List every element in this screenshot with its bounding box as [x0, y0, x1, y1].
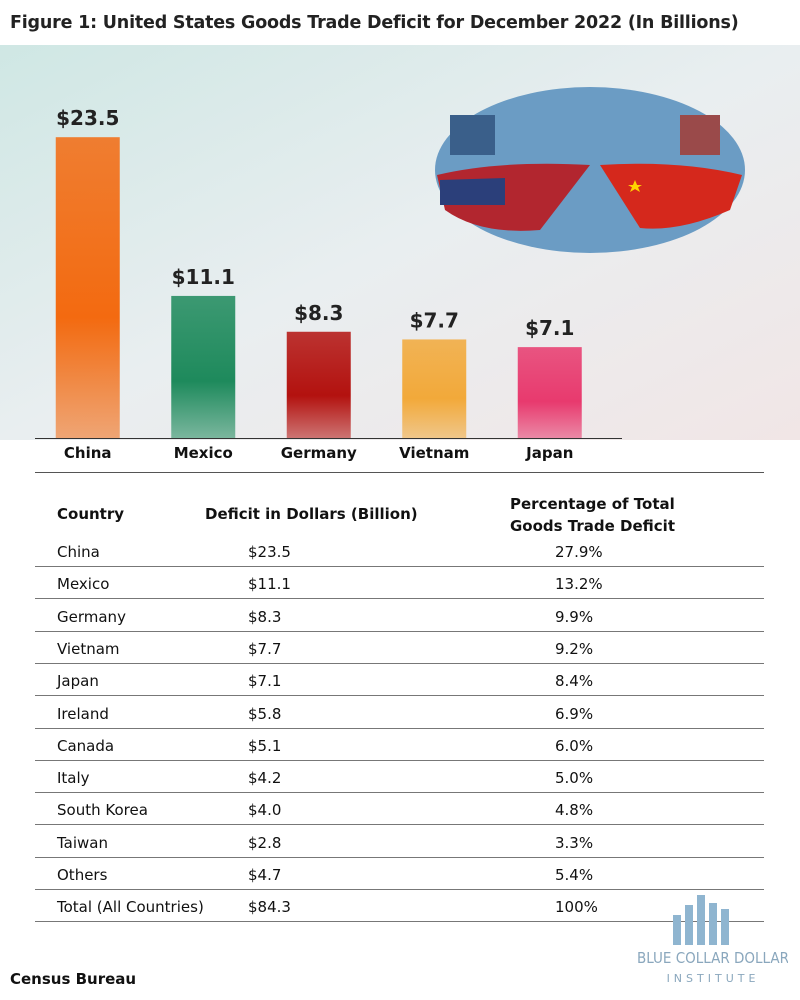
table-cell: $11.1: [248, 575, 291, 594]
value-label: $7.7: [410, 308, 459, 332]
column-header: Deficit in Dollars (Billion): [205, 505, 418, 523]
table-rule: [35, 566, 764, 567]
value-label: $23.5: [56, 106, 119, 130]
trade-illustration: [435, 87, 745, 253]
title: Figure 1: United States Goods Trade Defi…: [10, 13, 739, 33]
table-rule: [35, 759, 764, 761]
category-label: Japan: [525, 444, 573, 462]
table-rule: [35, 695, 764, 697]
table-rule: [35, 824, 764, 826]
bar: [517, 347, 582, 438]
table-cell: $5.8: [248, 704, 282, 723]
chart: $23.5 China $11.1 Mexico $8.3 Germany $7.7 Viet…: [0, 45, 800, 462]
table-cell: $84.3: [248, 898, 291, 917]
table-cell: 6.9%: [555, 704, 594, 723]
bar: [402, 339, 467, 438]
bar: [55, 137, 120, 438]
table-cell: Vietnam: [57, 639, 120, 658]
table-cell: South Korea: [57, 801, 148, 820]
table-cell: 6.0%: [555, 736, 594, 755]
table-cell: 4.8%: [555, 801, 594, 820]
table-rule: [35, 598, 764, 600]
source: Census Bureau: [10, 970, 137, 988]
value-label: $8.3: [294, 301, 343, 325]
table-cell: Taiwan: [57, 833, 109, 852]
table-rule: [35, 472, 764, 473]
table-cell: 9.2%: [555, 639, 594, 658]
table-cell: $4.7: [248, 866, 282, 884]
logo-sub: INSTITUTE: [667, 972, 760, 985]
table-rule: [35, 921, 764, 923]
table-cell: Italy: [57, 769, 90, 788]
table-cell: 5.4%: [555, 866, 594, 884]
table-cell: $7.7: [248, 639, 282, 658]
bar: [171, 295, 236, 438]
table-cell: Japan: [57, 672, 99, 691]
table-cell: 13.2%: [555, 575, 603, 594]
table-cell: $2.8: [248, 833, 282, 852]
table-cell: $7.1: [248, 672, 282, 691]
bar: [286, 331, 351, 438]
table-cell: Canada: [57, 736, 115, 755]
table-cell: Mexico: [57, 575, 110, 594]
table-cell: Ireland: [57, 704, 109, 723]
table-cell: China: [57, 543, 100, 561]
table-rule: [35, 856, 764, 858]
logo-name: BLUE COLLAR DOLLAR: [638, 949, 788, 967]
table-cell: $8.3: [248, 607, 282, 626]
table-rule: [35, 792, 764, 794]
table-cell: 100%: [555, 898, 598, 917]
table-cell: 3.3%: [555, 833, 594, 852]
table-cell: $5.1: [248, 736, 282, 755]
category-label: China: [64, 444, 112, 462]
table-cell: Others: [57, 866, 108, 884]
table-cell: 8.4%: [555, 672, 594, 691]
column-header: Percentage of Total Goods Trade Deficit: [510, 495, 675, 535]
category-label: Vietnam: [399, 444, 469, 462]
table-rule: [35, 662, 764, 664]
table-cell: Total (All Countries): [57, 898, 204, 917]
table-cell: 9.9%: [555, 607, 594, 626]
table-rule: [35, 727, 764, 729]
value-label: $7.1: [525, 316, 574, 340]
table-cell: 27.9%: [555, 543, 603, 561]
table-cell: $23.5: [248, 543, 291, 561]
category-label: Mexico: [174, 444, 233, 462]
table-cell: Germany: [57, 607, 126, 626]
column-header: Country: [57, 505, 125, 523]
table-rule: [35, 630, 764, 632]
table-cell: 5.0%: [555, 769, 594, 788]
table-cell: $4.0: [248, 801, 282, 820]
category-label: Germany: [281, 444, 357, 462]
table-rule: [35, 889, 764, 890]
value-label: $11.1: [172, 265, 235, 289]
table-cell: $4.2: [248, 769, 282, 788]
logo: BLUE COLLAR DOLLAR INSTITUTE: [638, 895, 788, 985]
